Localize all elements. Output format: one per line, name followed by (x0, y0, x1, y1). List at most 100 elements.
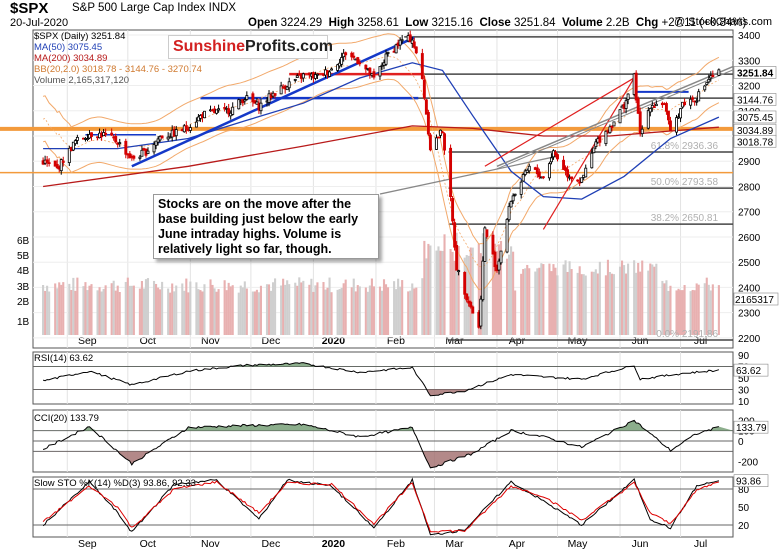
volume-bar (491, 234, 494, 335)
volume-bar (251, 291, 254, 335)
volume-bar (314, 285, 317, 335)
candle-body (75, 136, 79, 141)
candle-body (598, 136, 602, 143)
volume-bar (90, 284, 93, 335)
logo-part2: Profits.com (245, 38, 334, 55)
candle-body (293, 78, 297, 81)
volume-bar (423, 240, 426, 335)
rsi-panel (32, 351, 734, 405)
volume-bar (358, 286, 361, 335)
volume-bar (554, 267, 557, 335)
volume-bar (211, 284, 214, 335)
x-tick-label-bottom: Apr (509, 538, 526, 550)
legend-ma200: MA(200) 3034.89 (34, 53, 108, 64)
volume-bar (56, 288, 59, 335)
volume-bar (415, 287, 418, 335)
volume-bar (524, 268, 527, 335)
open-label: Open (248, 17, 278, 29)
candle-body (451, 198, 455, 222)
x-tick-label: Feb (387, 335, 405, 347)
volume-bar (173, 291, 176, 335)
volume-bar (483, 262, 486, 335)
fib-label: 50.0% 2793.58 (651, 177, 719, 188)
volume-bar (711, 284, 714, 335)
candle-body (400, 39, 404, 42)
price-tick-label: 3300 (738, 56, 761, 67)
rsi-current-label: 63.62 (736, 366, 761, 377)
volume-bar (665, 280, 668, 335)
candle-body (73, 140, 77, 145)
volume-bar (169, 292, 172, 335)
candle-body (636, 98, 640, 114)
candle-body (408, 34, 412, 43)
candle-body (570, 176, 574, 180)
candle-body (648, 108, 652, 113)
volume-bar (449, 249, 452, 335)
volume-bar (344, 279, 347, 335)
volume-bar (76, 277, 79, 335)
candle-body (267, 93, 271, 103)
rsi-legend: RSI(14) 63.62 (34, 353, 93, 364)
volume-bar (126, 277, 129, 335)
volume-bar (372, 286, 375, 335)
volume-bar (302, 280, 305, 335)
volume-bar (48, 291, 51, 335)
cci-current-box (733, 420, 769, 434)
symbol: $SPX (10, 0, 49, 17)
volume-tick-label: 4B (17, 266, 30, 277)
price-tick-label: 2400 (738, 283, 761, 294)
candle-body (184, 125, 188, 130)
volume-bar (286, 280, 289, 335)
volume-bar (310, 278, 313, 335)
volume-bar (183, 290, 186, 335)
legend-bb: BB(20,2.0) 3018.78 - 3144.76 - 3270.74 (34, 64, 202, 75)
candle-body (624, 100, 628, 109)
volume-bar (161, 281, 164, 335)
candle-body (196, 116, 200, 122)
volume-bar (649, 263, 652, 335)
volume-bar (175, 285, 178, 335)
candle-body (525, 169, 529, 173)
volume-tick-label: 6B (17, 236, 30, 247)
candle-body (697, 91, 701, 102)
candle-body (689, 98, 693, 106)
volume-bar (437, 246, 440, 335)
stockcharts-credit[interactable]: @ StockCharts.com (674, 16, 772, 28)
x-tick-label: Oct (140, 335, 156, 347)
x-tick-label-bottom: Nov (201, 538, 220, 550)
x-tick-label: Jun (632, 335, 649, 347)
candle-body (372, 71, 376, 78)
volume-bar (140, 280, 143, 335)
volume-bar (407, 291, 410, 335)
candle-body (386, 52, 390, 54)
x-tick-label-bottom: Oct (140, 538, 156, 550)
candle-body (584, 167, 588, 178)
candle-body (507, 205, 511, 221)
rsi-tick-label: 50 (738, 374, 750, 385)
volume-bar (257, 292, 260, 335)
volume-bar (181, 283, 184, 335)
candle-body (675, 117, 678, 133)
candle-body (328, 71, 331, 77)
volume-bar (338, 289, 341, 335)
volume-bar (54, 283, 57, 335)
candle-body (188, 127, 192, 131)
x-tick-label-bottom: May (568, 538, 589, 550)
candle-body (652, 106, 656, 109)
red-trendline (542, 77, 635, 230)
volume-tick-label: 3B (17, 282, 30, 293)
sto-panel (32, 476, 734, 538)
volume-bar (330, 292, 333, 335)
candle-body (566, 169, 570, 178)
candle-body (124, 140, 128, 155)
volume-bar (655, 263, 658, 335)
volume-bar (653, 266, 656, 335)
candle-body (128, 153, 132, 159)
volume-bar (215, 291, 218, 335)
candle-body (711, 74, 715, 78)
volume-bar (340, 287, 343, 335)
volume-bars (42, 232, 720, 335)
volume-bar (308, 284, 311, 335)
volume-bar (82, 286, 85, 335)
volume-bar (534, 271, 537, 335)
